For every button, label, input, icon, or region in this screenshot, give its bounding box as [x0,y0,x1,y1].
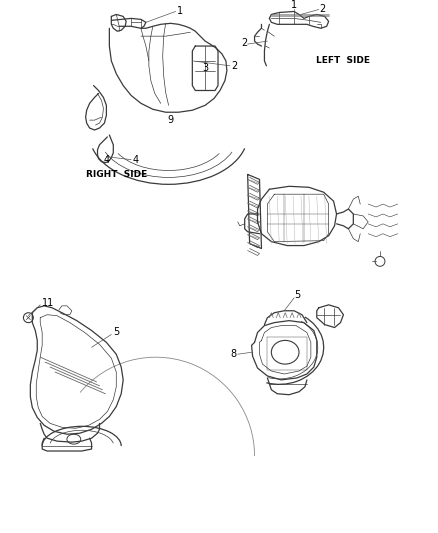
Text: 5: 5 [113,327,120,337]
Text: 1: 1 [177,6,184,17]
Text: 2: 2 [320,4,326,13]
Text: 5: 5 [294,290,300,300]
Text: 1: 1 [291,0,297,10]
Text: 9: 9 [168,115,173,125]
Text: 4: 4 [103,155,110,165]
Text: 2: 2 [241,38,248,48]
Text: 3: 3 [202,63,208,73]
Text: RIGHT  SIDE: RIGHT SIDE [86,170,147,179]
Text: 2: 2 [232,61,238,71]
Text: 8: 8 [231,349,237,359]
Text: 11: 11 [42,298,54,308]
Text: 4: 4 [133,155,139,165]
Text: LEFT  SIDE: LEFT SIDE [316,56,371,66]
